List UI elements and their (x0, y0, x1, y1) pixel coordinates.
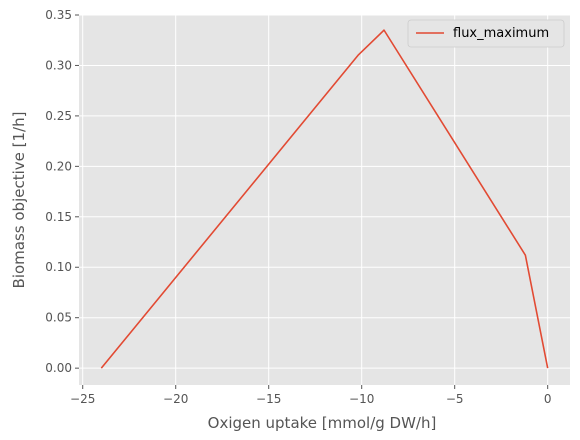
series-line-flux_maximum (100, 29, 549, 369)
grid-lines (79, 14, 570, 385)
x-axis-ticks: −25 −20 −15 −10 −5 0 (70, 385, 552, 406)
series-layer (100, 29, 549, 369)
x-axis-title: Oxigen uptake [mmol/g DW/h] (208, 414, 437, 432)
y-axis-title: Biomass objective [1/h] (10, 112, 28, 289)
y-tick-label: 0.20 (45, 159, 72, 173)
legend: flux_maximum (407, 19, 565, 48)
x-tick-label: −20 (163, 392, 188, 406)
y-tick-label: 0.35 (45, 8, 72, 22)
x-tick-label: −25 (70, 392, 95, 406)
y-tick-label: 0.25 (45, 109, 72, 123)
plot-area (79, 15, 570, 385)
legend-label: flux_maximum (453, 26, 549, 41)
y-tick-label: 0.10 (45, 260, 72, 274)
y-axis-ticks: 0.00 0.05 0.10 0.15 0.20 0.25 0.30 0.35 (45, 8, 79, 375)
y-tick-label: 0.15 (45, 210, 72, 224)
x-tick-label: −15 (256, 392, 281, 406)
y-tick-label: 0.30 (45, 58, 72, 72)
legend-box (407, 19, 565, 48)
y-tick-label: 0.00 (45, 361, 72, 375)
x-tick-label: −5 (446, 392, 464, 406)
x-tick-label: 0 (544, 392, 552, 406)
x-tick-label: −10 (349, 392, 374, 406)
y-tick-label: 0.05 (45, 311, 72, 325)
